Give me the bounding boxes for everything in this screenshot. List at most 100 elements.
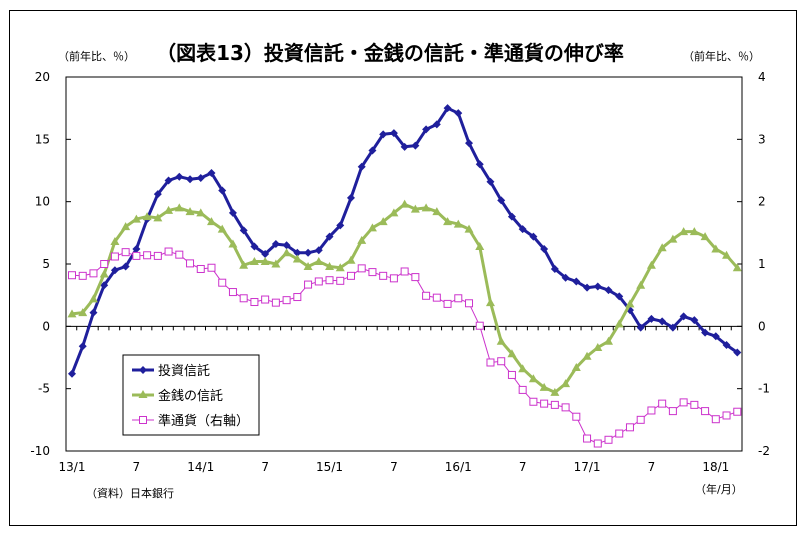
- data-point-square: [379, 271, 388, 280]
- data-point-square: [572, 412, 581, 421]
- legend-label: 準通貨（右軸）: [158, 413, 249, 429]
- data-point-triangle: [443, 217, 453, 226]
- x-unit-label: （年/月）: [695, 482, 743, 496]
- data-point-square: [175, 250, 184, 259]
- data-point-square: [733, 407, 742, 416]
- legend-diamond-marker: [139, 366, 147, 374]
- data-point-triangle: [282, 248, 292, 257]
- data-point-triangle: [657, 243, 667, 252]
- data-point-triangle: [346, 255, 356, 264]
- data-point-triangle: [432, 207, 442, 216]
- data-point-square: [636, 415, 645, 424]
- data-point-diamond: [518, 225, 527, 234]
- data-point-square: [68, 271, 76, 280]
- data-point-square: [411, 273, 420, 282]
- data-point-diamond: [529, 232, 538, 241]
- series-layer: [67, 104, 742, 448]
- x-axis-tick-label: 18/1: [702, 460, 729, 474]
- data-point-square: [486, 358, 495, 367]
- data-point-diamond: [186, 175, 195, 184]
- data-point-triangle: [367, 223, 377, 232]
- data-point-square: [100, 260, 109, 268]
- data-point-triangle: [604, 336, 614, 345]
- data-point-diamond: [572, 277, 581, 286]
- data-point-diamond: [679, 312, 688, 321]
- source-note: （資料）日本銀行: [86, 486, 174, 500]
- x-axis-tick-label: 7: [648, 460, 656, 474]
- x-axis-tick-label: 15/1: [316, 460, 343, 474]
- data-point-square: [540, 399, 549, 408]
- series-0: [68, 104, 742, 378]
- data-point-diamond: [357, 162, 366, 171]
- data-point-triangle: [614, 319, 624, 328]
- data-point-square: [711, 415, 720, 424]
- legend-item-money-trusts: 金銭の信託: [132, 388, 223, 404]
- data-point-diamond: [454, 109, 463, 118]
- data-point-triangle: [217, 224, 227, 233]
- legend: 投資信託 金銭の信託 準通貨（右軸）: [122, 354, 260, 436]
- data-point-triangle: [464, 224, 474, 233]
- data-point-diamond: [68, 369, 76, 378]
- data-point-triangle: [518, 364, 528, 373]
- data-point-square: [239, 294, 248, 303]
- right-axis-tick-label: 3: [758, 132, 766, 146]
- data-point-triangle: [700, 232, 710, 241]
- data-point-diamond: [271, 240, 280, 249]
- data-point-square: [271, 298, 280, 307]
- data-point-triangle: [732, 263, 742, 272]
- data-point-square: [690, 400, 699, 409]
- data-point-diamond: [733, 348, 742, 357]
- data-point-square: [250, 298, 259, 307]
- x-axis-tick-label: 14/1: [187, 460, 214, 474]
- data-point-square: [325, 276, 334, 285]
- data-point-square: [701, 407, 710, 416]
- data-point-square: [422, 291, 431, 300]
- right-axis-tick-label: 2: [758, 195, 766, 209]
- data-point-square: [497, 357, 506, 366]
- data-point-diamond: [701, 328, 710, 337]
- data-point-diamond: [89, 308, 98, 317]
- data-point-triangle: [711, 244, 721, 253]
- data-point-square: [143, 251, 152, 260]
- data-point-diamond: [583, 283, 592, 292]
- right-axis-tick-label: -2: [758, 444, 770, 458]
- data-point-diamond: [250, 242, 259, 251]
- data-point-diamond: [561, 273, 570, 282]
- data-point-square: [475, 321, 484, 330]
- data-point-triangle: [271, 259, 281, 268]
- data-point-triangle: [325, 261, 335, 270]
- data-point-diamond: [486, 177, 495, 186]
- data-point-square: [368, 268, 377, 277]
- data-point-square: [454, 294, 463, 303]
- right-axis-unit-label: （前年比、％）: [683, 49, 760, 63]
- series-2: [68, 247, 742, 448]
- data-point-square: [561, 403, 570, 412]
- data-point-triangle: [571, 362, 581, 371]
- right-axis-tick-label: 4: [758, 70, 766, 84]
- data-point-square: [583, 434, 592, 443]
- data-point-square: [443, 299, 452, 308]
- data-point-diamond: [121, 262, 130, 271]
- data-point-diamond: [282, 241, 291, 250]
- data-point-diamond: [647, 314, 656, 323]
- data-point-diamond: [475, 160, 484, 169]
- right-axis-tick-label: 0: [758, 319, 766, 333]
- x-axis-tick-label: 17/1: [574, 460, 601, 474]
- data-point-triangle: [668, 234, 678, 243]
- data-point-diamond: [132, 245, 141, 254]
- left-axis-tick-label: -10: [30, 444, 50, 458]
- data-point-diamond: [593, 282, 602, 291]
- data-point-triangle: [121, 222, 131, 231]
- data-point-square: [465, 299, 474, 308]
- legend-triangle-marker: [138, 390, 148, 398]
- data-point-triangle: [335, 263, 345, 272]
- data-point-diamond: [379, 130, 388, 139]
- data-point-diamond: [443, 104, 452, 113]
- data-point-triangle: [303, 261, 313, 270]
- data-point-diamond: [432, 120, 441, 129]
- data-point-triangle: [421, 203, 431, 212]
- x-axis-tick-label: 7: [261, 460, 269, 474]
- data-point-triangle: [131, 214, 141, 223]
